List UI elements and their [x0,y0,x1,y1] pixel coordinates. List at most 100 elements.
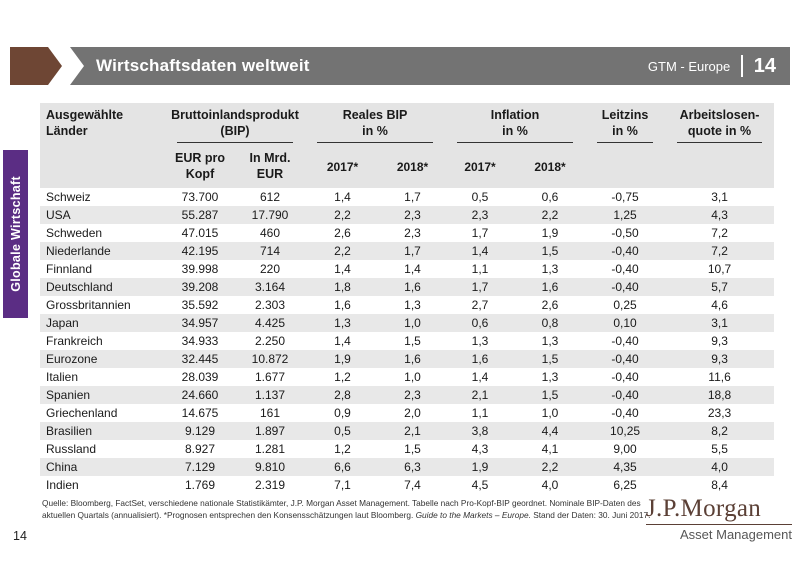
value-cell: 1.677 [254,370,286,384]
value-cell: 6,6 [334,460,351,474]
value-cell: 1,9 [471,460,489,474]
value-cell: 2,2 [541,208,559,222]
value-cell: 1,5 [404,442,421,456]
country-cell: Schweden [46,226,103,240]
economic-data-table: Ausgewählte Länder Bruttoinlandsprodukt … [40,103,775,494]
header-page-number: 14 [753,54,776,77]
table-row: Finnland 39.998 220 1,4 1,4 1,1 1,3 -0,40 10,7 [40,260,774,278]
section-tab-globale-wirtschaft[interactable]: Globale Wirtschaft [3,150,28,318]
value-cell: 2,2 [334,208,351,222]
value-cell: 1,4 [404,262,421,276]
value-cell: -0,40 [611,406,639,420]
country-cell: Deutschland [46,280,113,294]
value-cell: 1,6 [404,280,421,294]
value-cell: 1,6 [541,280,559,294]
header-arrow-icon [10,47,62,85]
value-cell: 6,3 [404,460,421,474]
value-cell: -0,75 [611,190,639,204]
value-cell: 5,5 [711,442,728,456]
value-cell: 9,3 [711,334,728,348]
country-cell: Indien [46,478,79,492]
value-cell: 17.790 [251,208,289,222]
value-cell: 11,6 [708,370,731,384]
value-cell: 3,8 [471,424,489,438]
value-cell: 4,0 [541,478,559,492]
value-cell: 1,3 [541,262,559,276]
value-cell: 3,1 [711,190,728,204]
value-cell: 7,4 [404,478,421,492]
value-cell: 1,7 [404,190,421,204]
value-cell: 34.933 [181,334,219,348]
jpmorgan-wordmark: J.P.Morgan [646,496,792,525]
value-cell: 32.445 [181,352,219,366]
value-cell: 1,0 [404,316,421,330]
value-cell: 0,6 [471,316,489,330]
value-cell: 1,4 [471,370,489,384]
table-row: USA 55.287 17.790 2,2 2,3 2,3 2,2 1,25 4,3 [40,206,775,224]
value-cell: 1,6 [404,352,421,366]
value-cell: 0,5 [471,190,489,204]
group-underline [597,142,654,144]
value-cell: 161 [259,406,281,420]
value-cell: 1,0 [404,370,421,384]
value-cell: 1,2 [334,442,351,456]
table-body: Schweiz 73.700 612 1,4 1,7 0,5 0,6 -0,75 3,1 USA 5… [40,188,775,494]
col-group-inflation: Inflation in % [445,103,586,145]
value-cell: 1.897 [254,424,286,438]
value-cell: 1,2 [334,370,351,384]
country-cell: USA [46,208,71,222]
value-cell: 0,6 [541,190,559,204]
value-cell: 4,35 [613,460,637,474]
country-cell: Brasilien [46,424,93,438]
value-cell: 2,3 [471,208,489,222]
value-cell: 9.129 [184,424,216,438]
col-group-reales-bip: Reales BIP in % [305,103,446,145]
value-cell: 460 [259,226,281,240]
value-cell: 2,6 [334,226,351,240]
value-cell: 1,4 [334,190,351,204]
sub-header-empty [585,145,666,188]
value-cell: 1,3 [541,370,559,384]
value-cell: 1.137 [254,388,286,402]
value-cell: -0,40 [611,280,639,294]
value-cell: 1,5 [541,244,559,258]
value-cell: 55.287 [181,208,219,222]
value-cell: 7,2 [711,226,728,240]
table-row: Grossbritannien 35.592 2.303 1,6 1,3 2,7 2,6 0,… [40,296,774,314]
value-cell: 612 [259,190,281,204]
value-cell: 14.675 [181,406,219,420]
value-cell: 3,1 [711,316,728,330]
value-cell: 23,3 [707,406,732,420]
group-underline [317,142,434,144]
table-row: Russland 8.927 1.281 1,2 1,5 4,3 4,1 9,00 5,5 [40,440,774,458]
value-cell: 1,3 [541,334,559,348]
value-cell: 73.700 [181,190,219,204]
value-cell: 2,3 [404,226,421,240]
country-cell: Eurozone [46,352,98,366]
value-cell: 39.208 [181,280,219,294]
country-cell: Grossbritannien [46,298,131,312]
guide-title-italic: Guide to the Markets – Europe. [415,509,531,520]
value-cell: 1,3 [471,334,489,348]
value-cell: 35.592 [181,298,219,312]
value-cell: 3.164 [254,280,286,294]
value-cell: 2,8 [334,388,351,402]
value-cell: 4,4 [541,424,559,438]
value-cell: 1,6 [471,352,489,366]
sub-header-empty [665,145,775,188]
value-cell: -0,40 [611,370,639,384]
value-cell: 2,7 [471,298,489,312]
value-cell: 1,1 [471,262,489,276]
value-cell: 34.957 [181,316,219,330]
value-cell: 9.810 [254,460,286,474]
country-cell: Spanien [46,388,91,402]
sub-header-empty [40,145,165,188]
value-cell: 7,1 [334,478,351,492]
value-cell: 5,7 [711,280,728,294]
asset-management-label: Asset Management [679,527,792,542]
source-line-1: Quelle: Bloomberg, FactSet, verschiedene… [42,498,641,508]
value-cell: 1,6 [334,298,351,312]
value-cell: 2.303 [254,298,286,312]
value-cell: 1,4 [334,334,351,348]
table-row: Niederlande 42.195 714 2,2 1,7 1,4 1,5 -0,40 7,2 [40,242,775,260]
